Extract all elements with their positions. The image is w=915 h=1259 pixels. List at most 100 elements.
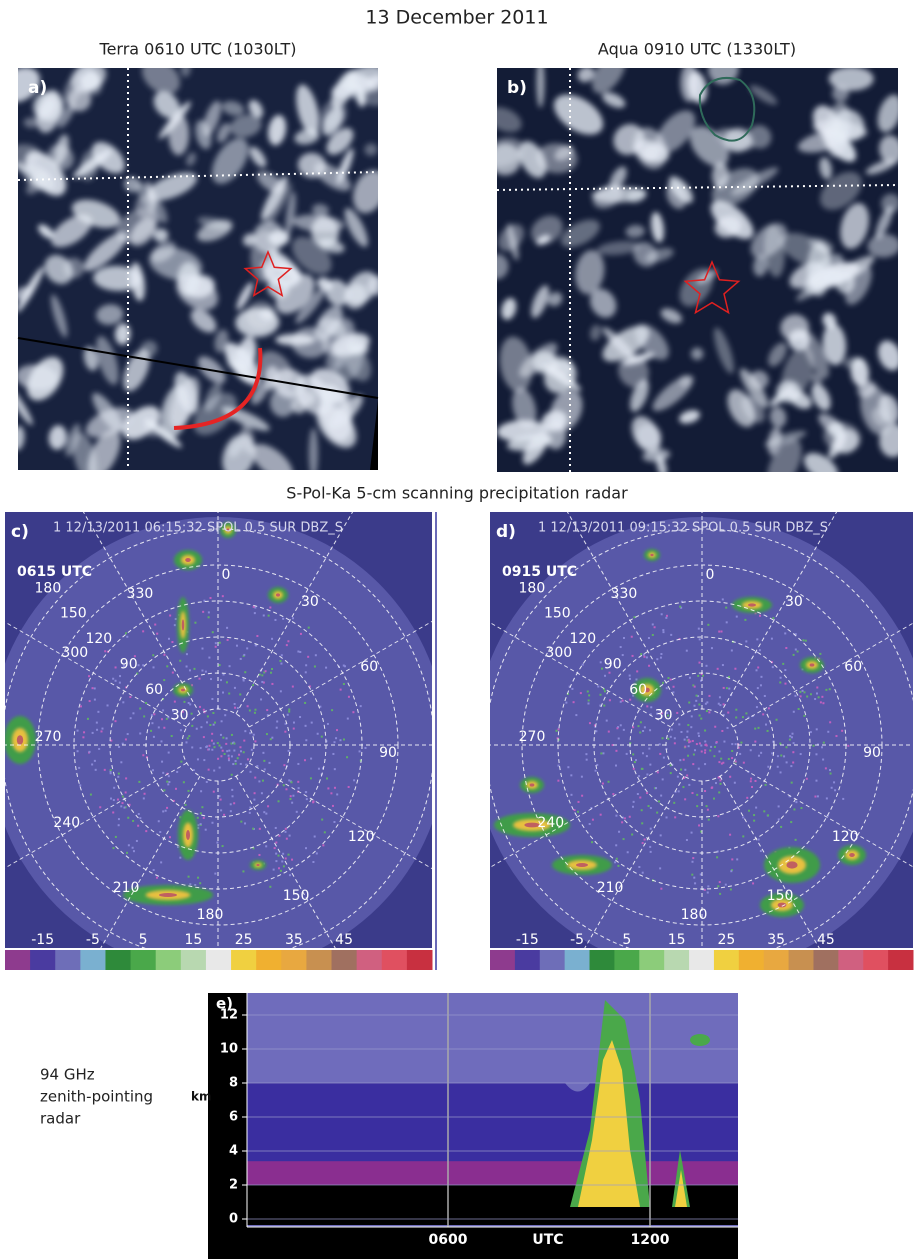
clutter-speck bbox=[670, 772, 672, 774]
clutter-speck bbox=[699, 662, 701, 664]
clutter-speck bbox=[188, 735, 190, 737]
clutter-speck bbox=[772, 617, 774, 619]
clutter-speck bbox=[632, 655, 634, 657]
clutter-speck bbox=[231, 789, 233, 791]
clutter-speck bbox=[208, 616, 210, 618]
clutter-speck bbox=[795, 648, 797, 650]
clutter-speck bbox=[600, 752, 602, 754]
clutter-speck bbox=[632, 726, 634, 728]
clutter-speck bbox=[660, 795, 662, 797]
radar-panel: 0306090120150180210240270300330306090120… bbox=[0, 445, 518, 1045]
figure: 13 December 2011 Terra 0610 UTC (1030LT)… bbox=[0, 0, 915, 1259]
echo-peak bbox=[849, 853, 855, 857]
clutter-speck bbox=[289, 798, 291, 800]
clutter-speck bbox=[213, 743, 215, 745]
clutter-speck bbox=[646, 774, 648, 776]
clutter-speck bbox=[620, 701, 622, 703]
echo-peak bbox=[576, 863, 588, 867]
colorbar-label: 25 bbox=[717, 932, 735, 948]
clutter-speck bbox=[701, 751, 703, 753]
azimuth-label: 210 bbox=[113, 880, 140, 896]
clutter-speck bbox=[228, 693, 230, 695]
clutter-speck bbox=[216, 842, 218, 844]
clutter-speck bbox=[222, 737, 224, 739]
clutter-speck bbox=[661, 613, 663, 615]
clutter-speck bbox=[166, 807, 168, 809]
clutter-speck bbox=[615, 750, 617, 752]
clutter-speck bbox=[172, 672, 174, 674]
clutter-speck bbox=[307, 656, 309, 658]
clutter-speck bbox=[604, 690, 606, 692]
clutter-speck bbox=[816, 687, 818, 689]
clutter-speck bbox=[820, 701, 822, 703]
clutter-speck bbox=[780, 754, 782, 756]
clutter-speck bbox=[179, 857, 181, 859]
clutter-speck bbox=[760, 850, 762, 852]
clutter-speck bbox=[243, 680, 245, 682]
clutter-speck bbox=[185, 804, 187, 806]
range-label: 150 bbox=[544, 606, 571, 622]
clutter-speck bbox=[829, 688, 831, 690]
clutter-speck bbox=[231, 755, 233, 757]
clutter-speck bbox=[623, 637, 625, 639]
clutter-speck bbox=[727, 712, 729, 714]
figure-title: 13 December 2011 bbox=[365, 7, 548, 29]
clutter-speck bbox=[713, 798, 715, 800]
clutter-speck bbox=[672, 691, 674, 693]
azimuth-label: 150 bbox=[767, 888, 794, 904]
clutter-speck bbox=[842, 798, 844, 800]
cloud bbox=[275, 334, 315, 346]
clutter-speck bbox=[200, 747, 202, 749]
clutter-speck bbox=[245, 764, 247, 766]
clutter-speck bbox=[126, 636, 128, 638]
clutter-speck bbox=[292, 795, 294, 797]
clutter-speck bbox=[174, 701, 176, 703]
clutter-speck bbox=[212, 631, 214, 633]
clutter-speck bbox=[728, 688, 730, 690]
colorbar-cell bbox=[131, 950, 157, 970]
clutter-speck bbox=[256, 635, 258, 637]
clutter-speck bbox=[756, 706, 758, 708]
clutter-speck bbox=[327, 787, 329, 789]
clutter-speck bbox=[666, 687, 668, 689]
clutter-speck bbox=[696, 794, 698, 796]
clutter-speck bbox=[250, 771, 252, 773]
clutter-speck bbox=[600, 661, 602, 663]
clutter-speck bbox=[180, 761, 182, 763]
clutter-speck bbox=[667, 677, 669, 679]
clutter-speck bbox=[719, 704, 721, 706]
clutter-speck bbox=[278, 867, 280, 869]
clutter-speck bbox=[736, 616, 738, 618]
clutter-speck bbox=[186, 665, 188, 667]
clutter-speck bbox=[285, 857, 287, 859]
clutter-speck bbox=[723, 687, 725, 689]
clutter-speck bbox=[790, 821, 792, 823]
clutter-speck bbox=[115, 680, 117, 682]
clutter-speck bbox=[230, 803, 232, 805]
clutter-speck bbox=[707, 892, 709, 894]
clutter-speck bbox=[132, 712, 134, 714]
clutter-speck bbox=[127, 817, 129, 819]
clutter-speck bbox=[603, 705, 605, 707]
clutter-speck bbox=[284, 731, 286, 733]
clutter-speck bbox=[558, 728, 560, 730]
colorbar-cell bbox=[256, 950, 282, 970]
clutter-speck bbox=[649, 729, 651, 731]
clutter-speck bbox=[129, 696, 131, 698]
clutter-speck bbox=[704, 749, 706, 751]
range-label: 90 bbox=[120, 657, 138, 673]
clutter-speck bbox=[259, 828, 261, 830]
clutter-speck bbox=[161, 718, 163, 720]
clutter-speck bbox=[571, 688, 573, 690]
clutter-speck bbox=[94, 760, 96, 762]
clutter-speck bbox=[104, 650, 106, 652]
clutter-speck bbox=[150, 730, 152, 732]
clutter-speck bbox=[206, 781, 208, 783]
clutter-speck bbox=[291, 802, 293, 804]
clutter-speck bbox=[696, 805, 698, 807]
clutter-speck bbox=[662, 629, 664, 631]
colorbar-label: -15 bbox=[31, 932, 54, 948]
clutter-speck bbox=[217, 742, 219, 744]
colorbar-cell bbox=[156, 950, 182, 970]
azimuth-label: 90 bbox=[379, 745, 397, 761]
